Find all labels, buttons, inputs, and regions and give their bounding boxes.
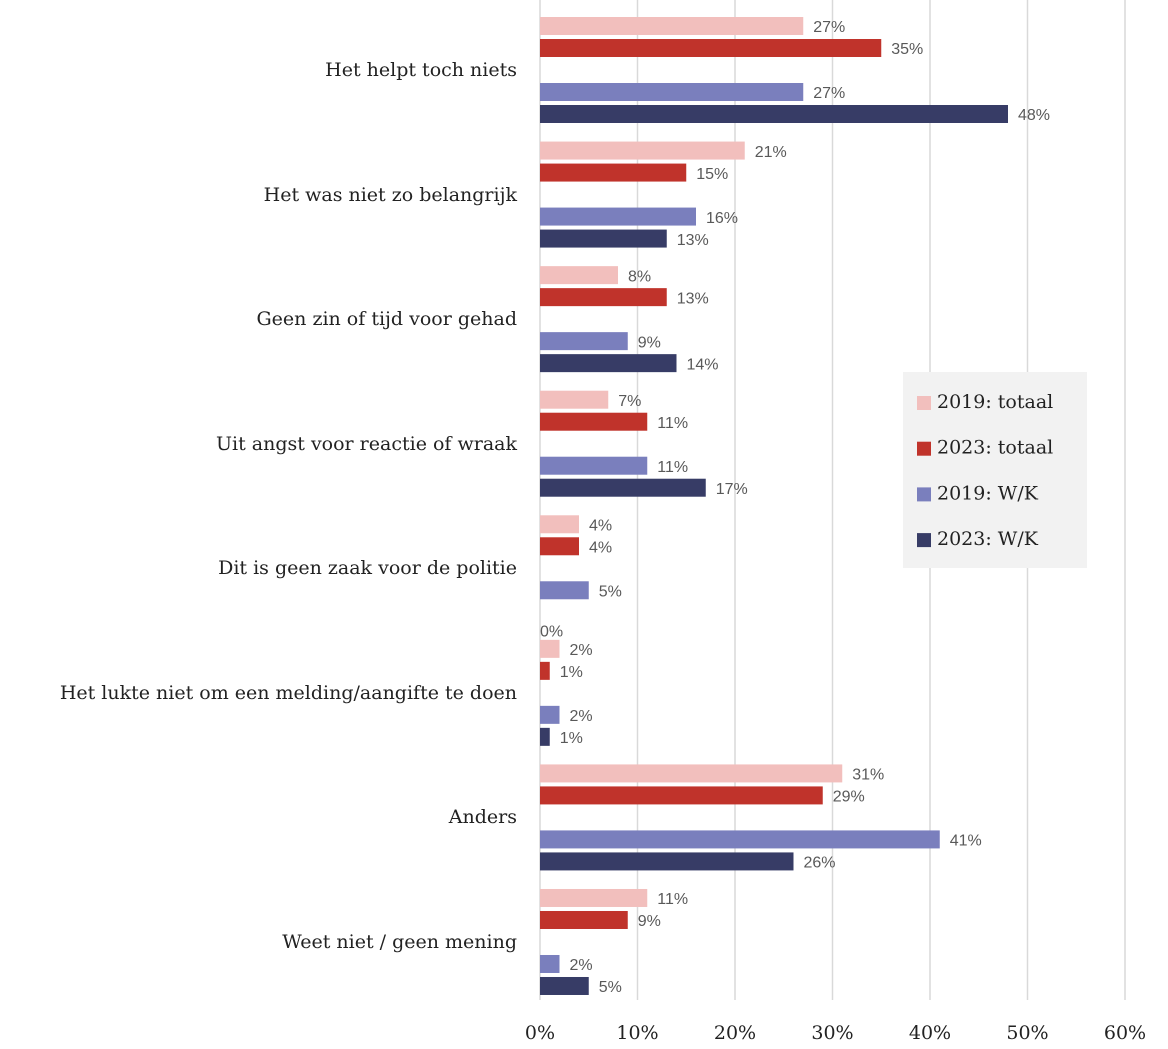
- bar: [540, 207, 696, 226]
- value-label: 2%: [570, 708, 593, 725]
- value-label: 13%: [677, 232, 709, 249]
- bar: [540, 705, 560, 724]
- x-tick-label: 20%: [714, 1022, 756, 1044]
- value-label: 9%: [638, 334, 661, 351]
- legend-label: 2019: totaal: [937, 391, 1053, 413]
- bar: [540, 288, 667, 307]
- legend-swatch: [917, 396, 931, 410]
- value-label: 27%: [813, 19, 845, 36]
- legend: 2019: totaal 2023: totaal 2019: W/K 2023: W…: [903, 372, 1087, 568]
- value-label: 4%: [589, 539, 612, 556]
- x-tick-label: 0%: [525, 1022, 555, 1044]
- x-tick-label: 10%: [616, 1022, 658, 1044]
- bar: [540, 639, 560, 658]
- bar: [540, 390, 609, 409]
- value-label: 7%: [618, 393, 641, 410]
- value-label: 8%: [628, 268, 651, 285]
- bar: [540, 105, 1008, 123]
- value-label: 4%: [589, 517, 612, 534]
- bar: [540, 39, 882, 57]
- value-label: 1%: [560, 664, 583, 681]
- bar: [540, 83, 804, 101]
- bar: [540, 266, 618, 285]
- value-label: 21%: [755, 144, 787, 161]
- value-label: 9%: [638, 913, 661, 930]
- value-label: 11%: [657, 891, 688, 908]
- bar: [540, 456, 648, 475]
- bar: [540, 515, 579, 534]
- bar: [540, 954, 560, 973]
- bar: [540, 764, 843, 783]
- value-label: 48%: [1018, 107, 1050, 124]
- bar: [540, 581, 589, 600]
- bar: [540, 478, 706, 497]
- value-label: 1%: [560, 730, 583, 747]
- bar: [540, 354, 677, 373]
- value-label: 5%: [599, 583, 622, 600]
- legend-box: [903, 372, 1087, 568]
- value-label: 13%: [677, 290, 709, 307]
- bar: [540, 661, 550, 680]
- value-label: 2%: [570, 957, 593, 974]
- value-label: 35%: [891, 41, 923, 58]
- category-label: Het helpt toch niets: [325, 59, 517, 81]
- category-label: Weet niet / geen mening: [282, 930, 517, 953]
- x-tick-label: 40%: [909, 1022, 951, 1044]
- bar: [540, 163, 687, 182]
- bar: [540, 786, 823, 805]
- category-label: Het was niet zo belangrijk: [263, 183, 517, 206]
- value-label: 0%: [540, 623, 563, 640]
- bar: [540, 910, 628, 929]
- x-tick-label: 30%: [811, 1022, 853, 1044]
- value-label: 16%: [706, 210, 738, 227]
- value-label: 11%: [657, 415, 688, 432]
- category-label: Geen zin of tijd voor gehad: [256, 308, 518, 331]
- bar: [540, 229, 667, 248]
- category-label: Het lukte niet om een melding/aangifte t…: [59, 681, 517, 704]
- legend-swatch: [917, 441, 931, 456]
- value-label: 5%: [599, 979, 622, 996]
- value-label: 11%: [657, 459, 688, 476]
- legend-label: 2023: W/K: [937, 528, 1039, 550]
- category-label: Dit is geen zaak voor de politie: [218, 557, 517, 580]
- value-label: 27%: [813, 85, 845, 102]
- bar: [540, 412, 648, 431]
- legend-swatch: [917, 533, 931, 548]
- bar: [540, 141, 745, 160]
- value-label: 15%: [696, 166, 728, 183]
- bar: [540, 830, 940, 849]
- category-label: Anders: [448, 806, 517, 829]
- value-label: 26%: [804, 855, 836, 872]
- legend-swatch: [917, 487, 931, 502]
- bar: [540, 537, 579, 556]
- bar: [540, 727, 550, 746]
- legend-label: 2023: totaal: [937, 437, 1053, 459]
- bar: [540, 17, 804, 35]
- category-label: Uit angst voor reactie of wraak: [216, 432, 517, 455]
- bar: [540, 888, 648, 907]
- value-label: 31%: [852, 767, 884, 784]
- value-label: 29%: [833, 789, 865, 806]
- legend-label: 2019: W/K: [937, 482, 1039, 504]
- value-label: 17%: [716, 481, 748, 498]
- value-label: 14%: [687, 356, 719, 373]
- x-tick-label: 60%: [1104, 1022, 1146, 1044]
- value-label: 2%: [570, 642, 593, 659]
- x-tick-label: 50%: [1006, 1022, 1048, 1044]
- value-label: 41%: [950, 833, 982, 850]
- bar: [540, 852, 794, 871]
- bar: [540, 976, 589, 995]
- bar: [540, 332, 628, 351]
